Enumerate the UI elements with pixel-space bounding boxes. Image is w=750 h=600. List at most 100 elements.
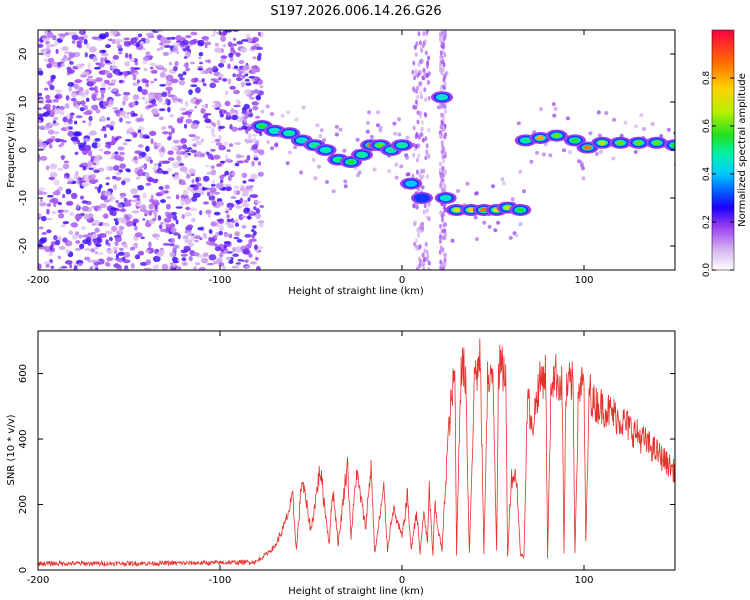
noise-smear — [427, 267, 431, 270]
noise-speckle — [241, 172, 248, 179]
noise-speckle — [57, 255, 61, 260]
track-halo — [514, 233, 519, 238]
noise-speckle — [245, 33, 251, 38]
noise-speckle — [109, 207, 118, 211]
noise-speckle — [241, 39, 249, 42]
noise-speckle — [220, 55, 228, 60]
noise-speckle — [58, 144, 63, 148]
noise-speckle — [130, 188, 138, 195]
noise-speckle — [47, 57, 55, 64]
noise-speckle — [202, 252, 209, 258]
track-halo — [393, 131, 397, 136]
noise-speckle — [63, 175, 68, 179]
track-halo — [420, 174, 425, 179]
x-tick-label: -100 — [209, 575, 232, 586]
noise-speckle — [90, 248, 95, 253]
noise-smear — [438, 249, 442, 255]
noise-speckle — [65, 260, 73, 265]
noise-speckle — [121, 217, 127, 224]
noise-speckle — [62, 139, 67, 143]
noise-speckle — [186, 224, 194, 229]
noise-speckle — [78, 262, 83, 267]
noise-speckle — [114, 249, 118, 255]
noise-speckle — [97, 62, 105, 68]
noise-speckle — [185, 45, 190, 51]
noise-speckle — [166, 196, 171, 199]
noise-speckle — [155, 236, 160, 241]
noise-speckle — [245, 129, 249, 134]
noise-speckle — [55, 89, 62, 93]
noise-speckle — [94, 267, 99, 270]
noise-speckle — [228, 205, 232, 209]
noise-speckle — [220, 249, 225, 252]
noise-speckle — [236, 155, 245, 158]
noise-speckle — [181, 112, 188, 115]
noise-speckle — [64, 103, 70, 109]
noise-speckle — [219, 174, 224, 181]
noise-speckle — [150, 80, 155, 84]
noise-smear — [439, 56, 443, 62]
noise-speckle — [166, 36, 172, 41]
noise-speckle — [250, 173, 258, 180]
noise-speckle — [170, 227, 177, 233]
noise-speckle — [131, 101, 136, 108]
track-halo — [338, 127, 343, 132]
colorbar-label: Normalized spectral amplitude — [737, 73, 748, 227]
noise-speckle — [38, 245, 46, 250]
noise-speckle — [62, 194, 66, 199]
noise-smear — [441, 120, 445, 126]
noise-speckle — [185, 100, 189, 107]
track-halo — [280, 113, 285, 118]
noise-speckle — [81, 100, 86, 107]
track-halo — [676, 172, 680, 176]
noise-speckle — [74, 214, 83, 220]
noise-speckle — [100, 117, 107, 123]
noise-speckle — [42, 35, 47, 39]
noise-speckle — [226, 202, 235, 209]
noise-speckle — [175, 194, 180, 200]
noise-speckle — [213, 211, 221, 216]
noise-speckle — [119, 247, 124, 251]
noise-speckle — [123, 37, 130, 41]
track-halo — [475, 237, 479, 242]
noise-smear — [416, 266, 419, 270]
noise-speckle — [208, 195, 216, 201]
noise-speckle — [88, 120, 92, 127]
noise-speckle — [152, 217, 157, 221]
noise-speckle — [106, 117, 111, 121]
noise-speckle — [223, 110, 227, 114]
noise-speckle — [186, 147, 193, 150]
noise-speckle — [221, 265, 226, 270]
noise-speckle — [51, 61, 58, 68]
noise-speckle — [43, 58, 50, 63]
noise-speckle — [111, 225, 118, 232]
noise-speckle — [126, 112, 130, 115]
track-halo — [405, 155, 410, 160]
noise-speckle — [87, 75, 94, 79]
noise-smear — [419, 90, 423, 95]
noise-speckle — [250, 45, 257, 50]
noise-speckle — [98, 148, 104, 152]
noise-speckle — [38, 98, 46, 105]
noise-speckle — [205, 125, 213, 129]
noise-speckle — [66, 200, 74, 206]
noise-speckle — [105, 59, 111, 64]
noise-speckle — [235, 190, 241, 196]
noise-speckle — [119, 107, 124, 111]
noise-speckle — [138, 155, 143, 160]
noise-smear — [443, 30, 447, 34]
noise-speckle — [241, 224, 247, 229]
noise-speckle — [118, 52, 123, 55]
noise-speckle — [249, 210, 254, 215]
noise-speckle — [205, 240, 212, 245]
noise-smear — [442, 85, 446, 91]
noise-speckle — [255, 94, 261, 101]
noise-speckle — [79, 178, 83, 185]
noise-speckle — [74, 151, 79, 155]
noise-smear — [420, 94, 423, 100]
noise-speckle — [137, 79, 140, 84]
track-halo — [397, 117, 401, 122]
noise-speckle — [123, 244, 128, 249]
noise-speckle — [156, 251, 164, 257]
noise-speckle — [210, 148, 216, 152]
